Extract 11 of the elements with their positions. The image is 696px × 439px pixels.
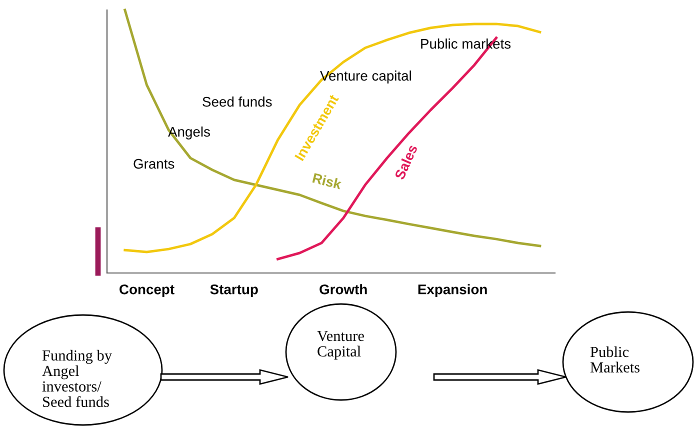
x-tick-label: Concept <box>120 284 174 298</box>
text: Funding by Angel investors/ Seed funds <box>42 350 112 408</box>
annotation: Grants <box>134 158 174 169</box>
x-tick-label: Startup <box>210 284 258 298</box>
text: Public Markets <box>590 346 640 373</box>
x-tick-label: Expansion <box>418 284 487 298</box>
x-tick-label: Growth <box>320 284 367 294</box>
text: Sales <box>394 144 418 180</box>
annotation: Seed funds <box>202 96 272 107</box>
text: Risk <box>312 172 342 190</box>
text: Venture Capital <box>317 330 364 360</box>
